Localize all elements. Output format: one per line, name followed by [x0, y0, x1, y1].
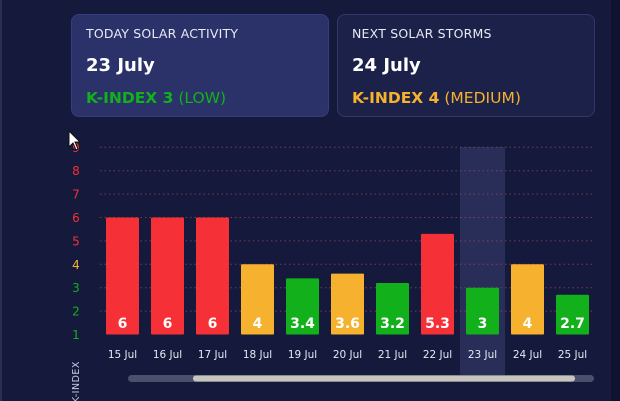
bar-22-jul[interactable]	[421, 233, 454, 335]
bar-24-jul[interactable]	[511, 264, 544, 335]
bar-value-label: 4	[523, 316, 533, 332]
next-date: 24 July	[352, 55, 421, 76]
y-tick-label: 7	[72, 188, 80, 202]
y-tick-label: 3	[72, 281, 80, 295]
y-tick-label: 2	[72, 305, 80, 319]
x-tick-label: 19 Jul	[288, 349, 317, 361]
bar-value-label: 6	[118, 316, 128, 332]
chart-y-ticks: 123456789	[72, 141, 80, 342]
next-k-index-level: (MEDIUM)	[444, 89, 521, 107]
bar-25-jul[interactable]	[556, 294, 589, 335]
x-tick-label: 15 Jul	[108, 349, 137, 361]
today-card-heading: TODAY SOLAR ACTIVITY	[86, 26, 239, 41]
x-tick-label: 23 Jul	[468, 349, 497, 361]
x-tick-label: 21 Jul	[378, 349, 407, 361]
next-card-heading: NEXT SOLAR STORMS	[352, 26, 492, 41]
mouse-pointer-icon	[68, 129, 82, 151]
bar-23-jul[interactable]	[466, 287, 499, 335]
bar-value-label: 5.3	[425, 316, 450, 332]
right-frame-edge	[611, 0, 620, 401]
x-tick-label: 25 Jul	[558, 349, 587, 361]
today-k-index-level: (LOW)	[178, 89, 227, 107]
y-tick-label: 6	[72, 211, 80, 225]
x-tick-label: 22 Jul	[423, 349, 452, 361]
y-tick-label: 8	[72, 164, 80, 178]
chart-y-axis-label: K-INDEX	[71, 361, 82, 401]
bar-value-label: 3.4	[290, 316, 315, 332]
x-tick-label: 16 Jul	[153, 349, 182, 361]
bar-value-label: 3.6	[335, 316, 360, 332]
bar-16-jul[interactable]	[151, 217, 184, 335]
bar-17-jul[interactable]	[196, 217, 229, 335]
bar-value-label: 6	[208, 316, 218, 332]
chart-bars: 6 6 6 4 3.4 3.6 3.2 5.3 3 4 2.7	[106, 217, 589, 335]
bar-19-jul[interactable]	[286, 278, 319, 335]
today-k-index-value: K-INDEX 3	[86, 89, 174, 107]
chart-horizontal-scrollbar[interactable]	[128, 375, 594, 382]
highlighted-day-column	[460, 147, 505, 375]
today-date: 23 July	[86, 55, 155, 76]
today-activity-card: TODAY SOLAR ACTIVITY 23 July K-INDEX 3 (…	[71, 14, 329, 117]
x-tick-label: 17 Jul	[198, 349, 227, 361]
x-tick-label: 20 Jul	[333, 349, 362, 361]
y-tick-label: 4	[72, 258, 80, 272]
next-storms-card: NEXT SOLAR STORMS 24 July K-INDEX 4 (MED…	[337, 14, 595, 117]
bar-value-label: 2.7	[560, 316, 585, 332]
bar-value-label: 3	[478, 316, 488, 332]
chart-x-ticks: 15 Jul 16 Jul 17 Jul 18 Jul 19 Jul 20 Jul 21 J…	[108, 349, 587, 361]
x-tick-label: 18 Jul	[243, 349, 272, 361]
x-tick-label: 24 Jul	[513, 349, 542, 361]
bar-20-jul[interactable]	[331, 273, 364, 335]
y-tick-label: 1	[72, 328, 80, 342]
today-k-index: K-INDEX 3 (LOW)	[86, 88, 314, 108]
bar-value-label: 3.2	[380, 316, 405, 332]
bar-15-jul[interactable]	[106, 217, 139, 335]
scrollbar-thumb[interactable]	[192, 375, 576, 382]
next-k-index-value: K-INDEX 4	[352, 89, 440, 107]
bar-value-label: 6	[163, 316, 173, 332]
bar-value-label: 4	[253, 316, 263, 332]
bar-18-jul[interactable]	[241, 264, 274, 335]
left-frame-edge	[0, 0, 2, 401]
next-k-index: K-INDEX 4 (MEDIUM)	[352, 88, 580, 108]
y-tick-label: 5	[72, 234, 80, 248]
bar-21-jul[interactable]	[376, 283, 409, 335]
